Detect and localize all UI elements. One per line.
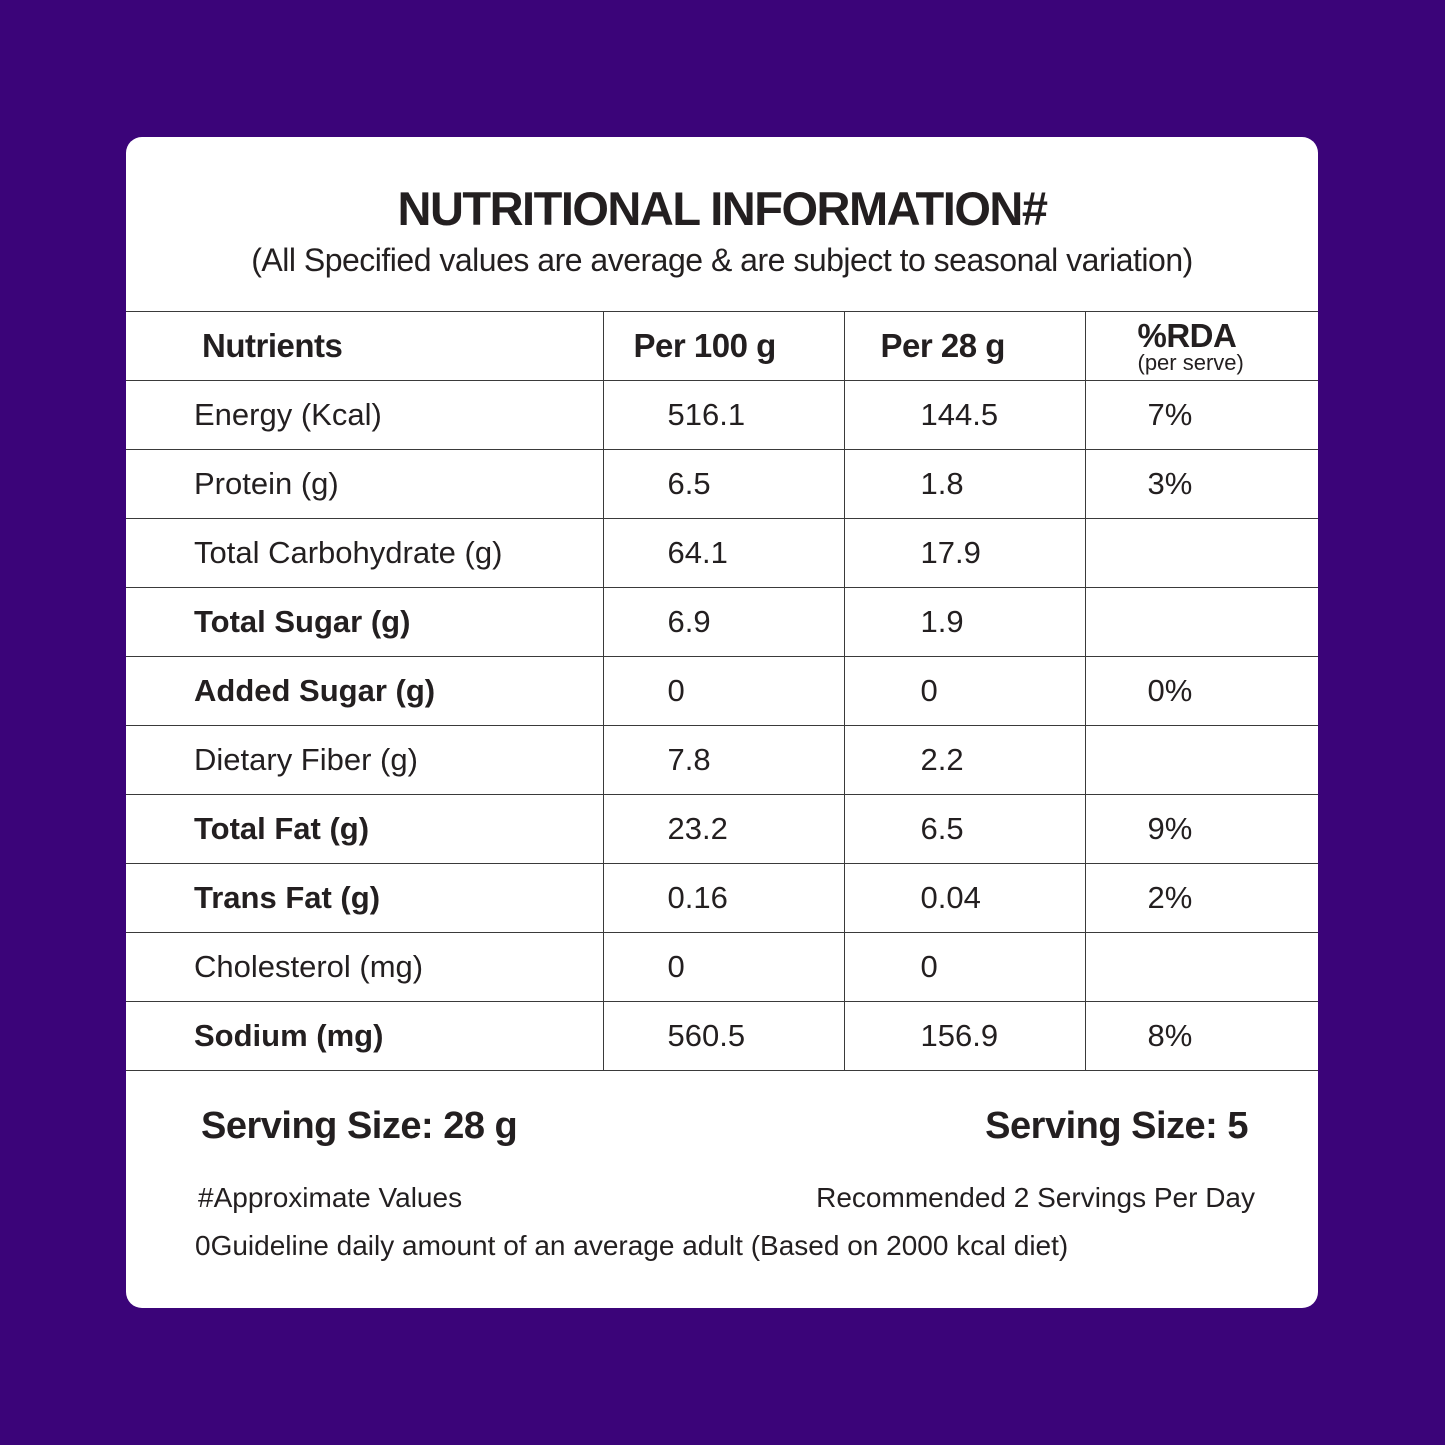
per-28g-cell: 0: [844, 656, 1086, 726]
rda-cell: 7%: [1085, 380, 1318, 450]
per-28g-cell: 2.2: [844, 725, 1086, 795]
per-28g-cell: 17.9: [844, 518, 1086, 588]
header-per-28g: Per 28 g: [844, 311, 1086, 381]
header-nutrients: Nutrients: [126, 311, 604, 381]
guideline-note: 0Guideline daily amount of an average ad…: [195, 1230, 1069, 1261]
table-row: Trans Fat (g) 0.16 0.04 2%: [126, 863, 1318, 933]
table-header-row: Nutrients Per 100 g Per 28 g %RDA (per s…: [126, 311, 1318, 381]
table-row: Added Sugar (g) 0 0 0%: [126, 656, 1318, 726]
nutrition-table: Nutrients Per 100 g Per 28 g %RDA (per s…: [126, 311, 1318, 1071]
table-row: Energy (Kcal) 516.1 144.5 7%: [126, 380, 1318, 450]
per-100g-cell: 0: [603, 932, 845, 1002]
per-100g-cell: 6.5: [603, 449, 845, 519]
rda-cell: 3%: [1085, 449, 1318, 519]
serving-size-count: Serving Size: 5: [985, 1105, 1248, 1147]
nutrient-name-cell: Energy (Kcal): [126, 380, 604, 450]
table-row: Total Fat (g) 23.2 6.5 9%: [126, 794, 1318, 864]
per-100g-cell: 23.2: [603, 794, 845, 864]
nutrient-name-cell: Dietary Fiber (g): [126, 725, 604, 795]
per-28g-cell: 0.04: [844, 863, 1086, 933]
per-28g-cell: 1.9: [844, 587, 1086, 657]
rda-cell: [1085, 587, 1318, 657]
nutrition-card: NUTRITIONAL INFORMATION# (All Specified …: [126, 137, 1318, 1308]
per-28g-cell: 156.9: [844, 1001, 1086, 1071]
rda-cell: 0%: [1085, 656, 1318, 726]
rda-cell: [1085, 725, 1318, 795]
header-rda-label: %RDA: [1137, 316, 1237, 354]
per-100g-cell: 7.8: [603, 725, 845, 795]
approximate-values-note: #Approximate Values: [198, 1182, 463, 1213]
per-28g-cell: 144.5: [844, 380, 1086, 450]
per-100g-cell: 0: [603, 656, 845, 726]
nutrient-name-cell: Sodium (mg): [126, 1001, 604, 1071]
rda-cell: 2%: [1085, 863, 1318, 933]
table-row: Cholesterol (mg) 0 0: [126, 932, 1318, 1002]
rda-cell: 8%: [1085, 1001, 1318, 1071]
nutrient-name-cell: Total Carbohydrate (g): [126, 518, 604, 588]
nutrient-name-cell: Cholesterol (mg): [126, 932, 604, 1002]
serving-size-grams: Serving Size: 28 g: [201, 1105, 518, 1147]
header-rda-sublabel: (per serve): [1137, 349, 1244, 375]
rda-cell: [1085, 518, 1318, 588]
per-100g-cell: 560.5: [603, 1001, 845, 1071]
per-28g-cell: 6.5: [844, 794, 1086, 864]
per-100g-cell: 64.1: [603, 518, 845, 588]
rda-cell: 9%: [1085, 794, 1318, 864]
nutrient-name-cell: Protein (g): [126, 449, 604, 519]
table-row: Total Carbohydrate (g) 64.1 17.9: [126, 518, 1318, 588]
table-row: Protein (g) 6.5 1.8 3%: [126, 449, 1318, 519]
nutrient-name-cell: Trans Fat (g): [126, 863, 604, 933]
per-28g-cell: 1.8: [844, 449, 1086, 519]
recommended-servings-note: Recommended 2 Servings Per Day: [816, 1182, 1255, 1213]
per-28g-cell: 0: [844, 932, 1086, 1002]
table-row: Total Sugar (g) 6.9 1.9: [126, 587, 1318, 657]
per-100g-cell: 516.1: [603, 380, 845, 450]
header-per-100g: Per 100 g: [603, 311, 845, 381]
per-100g-cell: 6.9: [603, 587, 845, 657]
nutrient-name-cell: Added Sugar (g): [126, 656, 604, 726]
table-row: Sodium (mg) 560.5 156.9 8%: [126, 1001, 1318, 1071]
page-title: NUTRITIONAL INFORMATION#: [397, 182, 1048, 235]
rda-cell: [1085, 932, 1318, 1002]
header-rda: %RDA (per serve): [1085, 311, 1318, 381]
nutrient-name-cell: Total Sugar (g): [126, 587, 604, 657]
nutrient-name-cell: Total Fat (g): [126, 794, 604, 864]
per-100g-cell: 0.16: [603, 863, 845, 933]
page-subtitle: (All Specified values are average & are …: [251, 242, 1193, 278]
table-row: Dietary Fiber (g) 7.8 2.2: [126, 725, 1318, 795]
